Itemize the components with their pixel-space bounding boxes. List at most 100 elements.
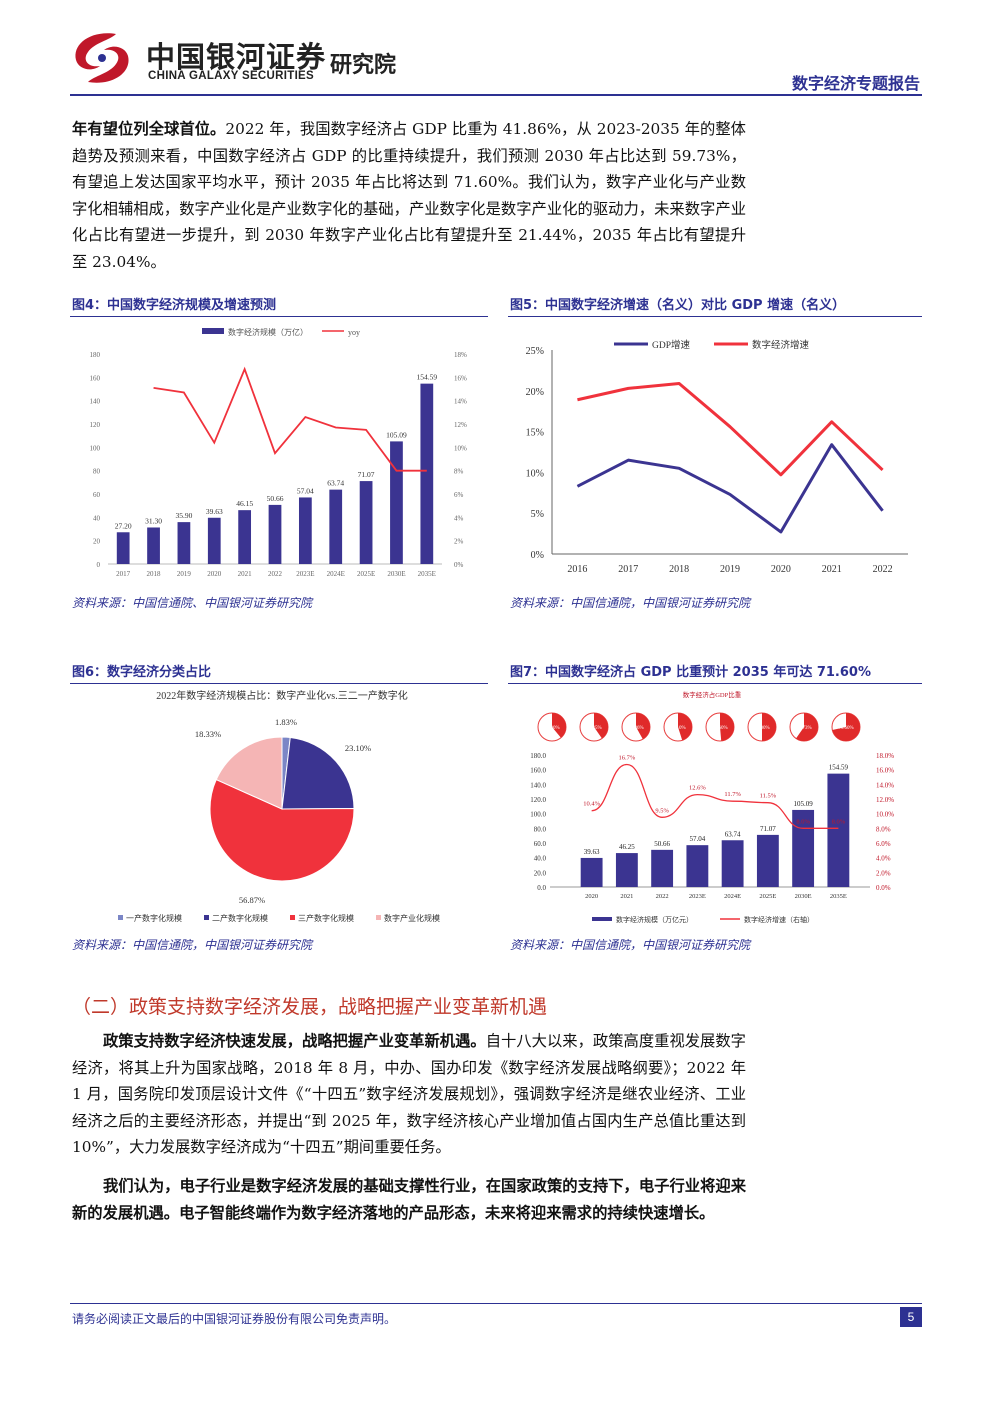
- fig7-mini-pie-slice: [552, 713, 566, 738]
- fig4-bar-label: 57.04: [297, 486, 314, 495]
- fig7-chart: 数字经济占GDP比重 39.00% 40.35% 41.86% 45.10% 48.60%…: [530, 690, 894, 924]
- fig6-chart: 2022年数字经济规模占比：数字产业化vs.三二一产数字化 1.83% 23.10%…: [118, 689, 440, 923]
- fig4-legend-bar-label: 数字经济规模（万亿）: [228, 327, 308, 337]
- fig7-x-tick: 2020: [585, 893, 598, 900]
- fig7-mini-pie-label: 59.73%: [796, 726, 811, 731]
- fig7-y-right-tick: 6.0%: [876, 840, 891, 848]
- fig4-bar: [116, 532, 130, 564]
- fig7-y-right-tick: 18.0%: [876, 752, 894, 760]
- fig7-y-right-tick: 10.0%: [876, 811, 894, 819]
- fig7-source: 资料来源：中国信通院，中国银河证券研究院: [510, 938, 751, 952]
- fig4-x-tick: 2020: [207, 570, 222, 578]
- intro-text: 2022 年，我国数字经济占 GDP 比重为 41.86%，从 2023-203…: [72, 120, 746, 271]
- fig5-y-tick: 25%: [526, 346, 544, 357]
- intro-bold-lead: 年有望位列全球首位。: [72, 120, 226, 138]
- fig4-x-tick: 2022: [268, 570, 283, 578]
- fig4-rule: [70, 316, 488, 317]
- intro-paragraph: 年有望位列全球首位。2022 年，我国数字经济占 GDP 比重为 41.86%，…: [72, 116, 746, 275]
- fig4-y-left-tick: 160: [90, 374, 101, 382]
- fig4-bar: [420, 383, 434, 564]
- fig7-bar: [827, 773, 850, 887]
- page-number: 5: [900, 1307, 922, 1327]
- fig4-bar-label: 39.63: [206, 507, 223, 516]
- opinion-bold-text: 我们认为，电子行业是数字经济发展的基础支撑性行业，在国家政策的支持下，电子行业将…: [72, 1177, 746, 1222]
- fig7-line-label: 11.5%: [760, 793, 777, 800]
- fig4-y-right-tick: 4%: [454, 514, 464, 522]
- fig7-y-left-tick: 100.0: [530, 811, 546, 819]
- footer-disclaimer: 请务必阅读正文最后的中国银河证券股份有限公司免责声明。: [72, 1312, 397, 1326]
- fig4-y-left-tick: 140: [90, 398, 101, 406]
- fig4-bar: [268, 504, 282, 564]
- fig4-yoy-line: [153, 366, 427, 472]
- fig7-bar-label: 57.04: [690, 835, 706, 843]
- fig7-x-tick: 2035E: [830, 893, 847, 900]
- fig7-line-label: 11.7%: [724, 791, 741, 798]
- fig4-x-tick: 2025E: [357, 570, 375, 578]
- fig5-y-tick: 10%: [526, 468, 544, 479]
- fig7-legend-bar-swatch: [592, 917, 612, 921]
- fig4-x-tick: 2018: [147, 570, 162, 578]
- logo-institute: 研究院: [330, 53, 397, 78]
- fig6-rule: [70, 683, 488, 684]
- fig4-x-tick: 2023E: [296, 570, 314, 578]
- fig4-x-tick: 2035E: [418, 570, 436, 578]
- fig7-bar-label: 46.25: [619, 843, 635, 851]
- fig7-bar-label: 154.59: [829, 764, 849, 772]
- fig6-legend-swatch: [204, 915, 209, 920]
- fig7-y-right-tick: 14.0%: [876, 781, 894, 789]
- fig6-title: 图6：数字经济分类占比: [72, 665, 212, 680]
- fig7-y-left-tick: 0.0: [537, 884, 546, 892]
- fig7-y-left-tick: 160.0: [530, 767, 546, 775]
- fig7-y-left-tick: 140.0: [530, 781, 546, 789]
- fig4-y-left-tick: 100: [90, 444, 101, 452]
- fig5-x-tick: 2017: [618, 564, 638, 575]
- fig5-x-tick: 2021: [822, 564, 842, 575]
- fig4-y-right-tick: 0%: [454, 561, 464, 569]
- fig7-bar: [615, 853, 638, 887]
- fig4-y-right-tick: 6%: [454, 491, 464, 499]
- fig7-mini-pie-label: 71.60%: [838, 726, 853, 731]
- fig4-y-left-tick: 0: [97, 561, 101, 569]
- fig4-bar: [329, 489, 343, 564]
- policy-text: 自十八大以来，政策高度重视发展数字经济，将其上升为国家战略，2018 年 8 月…: [72, 1032, 746, 1156]
- fig6-legend-label: 数字产业化规模: [384, 913, 440, 923]
- fig6-slice-label: 56.87%: [239, 895, 265, 905]
- fig7-bar-label: 39.63: [584, 848, 600, 856]
- fig5-source: 资料来源：中国信通院，中国银河证券研究院: [510, 596, 751, 610]
- fig7-y-right-tick: 12.0%: [876, 796, 894, 804]
- fig7-mini-pie-label: 39.00%: [544, 726, 559, 731]
- logo-english-name: CHINA GALAXY SECURITIES: [148, 70, 315, 82]
- fig7-line-label: 9.5%: [655, 807, 669, 814]
- fig7-y-left-tick: 40.0: [534, 855, 547, 863]
- fig5-rule: [508, 316, 922, 317]
- fig4-legend-line-label: yoy: [348, 328, 360, 337]
- fig5-legend-label: GDP增速: [652, 339, 691, 351]
- fig7-x-tick: 2024E: [724, 893, 741, 900]
- fig4-y-left-tick: 120: [90, 421, 101, 429]
- fig4-y-right-tick: 14%: [454, 398, 467, 406]
- fig6-pie-slice: [209, 778, 355, 882]
- fig7-line-label: 8.0%: [832, 818, 846, 825]
- fig4-bar-label: 31.30: [145, 516, 162, 525]
- header-divider: [70, 94, 922, 96]
- fig6-slice-label: 1.83%: [275, 717, 297, 727]
- fig4-bar-label: 35.90: [175, 511, 192, 520]
- fig4-bar-label: 71.07: [358, 470, 375, 479]
- report-title: 数字经济专题报告: [791, 74, 920, 93]
- fig4-bar: [390, 441, 403, 564]
- fig5-series-line: [576, 443, 884, 534]
- fig7-line-label: 10.4%: [583, 801, 600, 808]
- fig5-chart: GDP增速 数字经济增速 0% 5% 10% 15% 20% 25% 2016 2017 2018 2…: [526, 339, 908, 575]
- fig4-x-tick: 2021: [238, 570, 253, 578]
- fig7-mini-pie-label: 48.60%: [712, 726, 727, 731]
- fig7-mini-pie-slice: [678, 713, 692, 741]
- logo-chinese-name: 中国银河证券: [146, 40, 327, 74]
- fig4-y-right-tick: 2%: [454, 538, 464, 546]
- fig7-x-tick: 2025E: [759, 893, 776, 900]
- fig7-mini-pie-slice: [720, 713, 735, 741]
- fig4-y-left-tick: 80: [93, 468, 101, 476]
- fig4-bar-label: 105.09: [386, 430, 407, 439]
- fig5-y-tick: 5%: [531, 509, 544, 520]
- fig7-bar: [686, 845, 709, 887]
- fig7-line-label: 12.6%: [689, 785, 706, 792]
